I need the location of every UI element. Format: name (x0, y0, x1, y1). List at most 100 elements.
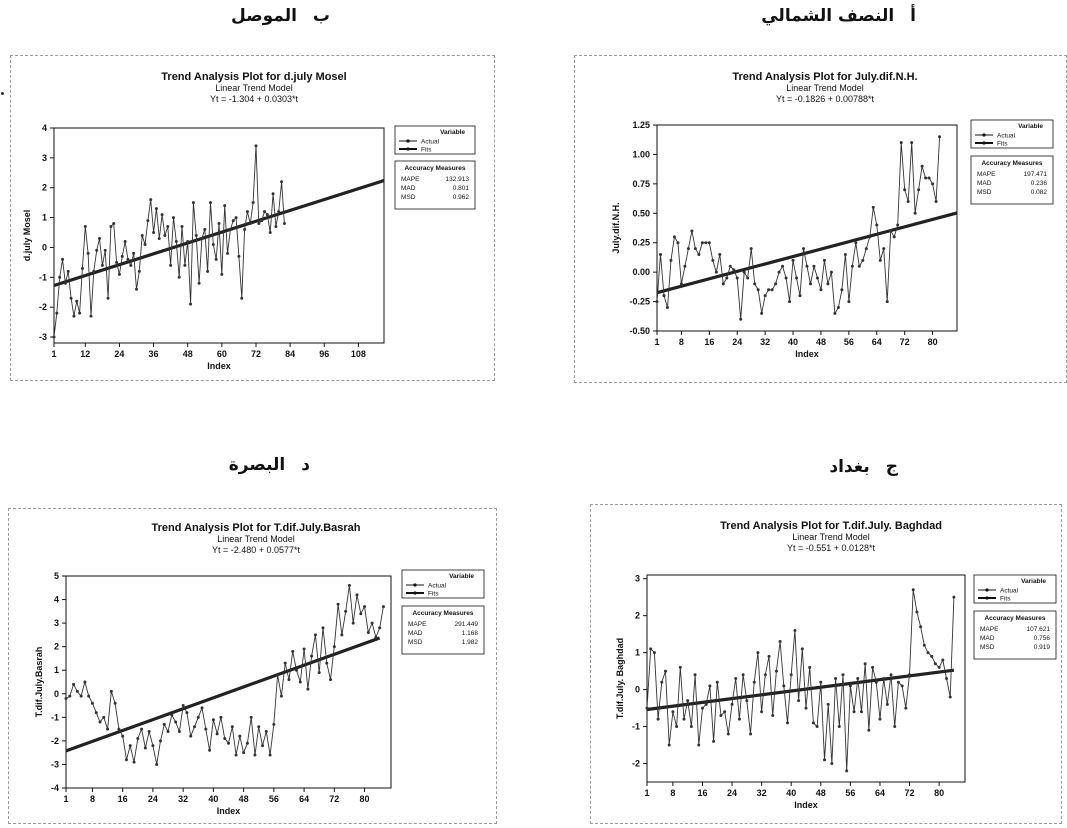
x-tick-label: 80 (934, 788, 944, 798)
actual-data-point (208, 201, 212, 205)
plot-frame (65, 575, 392, 789)
actual-data-point (861, 258, 865, 262)
accuracy-measure-name: MSD (977, 189, 992, 196)
actual-data-point (75, 299, 79, 303)
actual-data-point (679, 282, 683, 286)
actual-data-point (291, 649, 295, 653)
actual-data-point (739, 317, 743, 321)
chart-panel-mosul: Trend Analysis Plot for d.july Mosel Line… (10, 55, 495, 381)
actual-data-point (728, 264, 732, 268)
actual-data-point (836, 305, 840, 309)
actual-data-point (177, 729, 181, 733)
actual-data-point (808, 282, 812, 286)
actual-data-point (271, 192, 275, 196)
actual-data-point (75, 689, 79, 693)
accuracy-box (973, 610, 1057, 660)
chart-equation: Yt = -0.551 + 0.0128*t (787, 543, 876, 553)
actual-data-point (815, 725, 819, 729)
accuracy-title: Accuracy Measures (404, 165, 465, 172)
actual-data-point (102, 715, 106, 719)
actual-data-point (95, 248, 99, 252)
x-tick-label: 56 (269, 794, 279, 804)
actual-data-point (200, 236, 204, 240)
actual-data-point (889, 229, 893, 233)
actual-data-point (317, 671, 321, 675)
y-tick-label: 3 (54, 618, 59, 628)
actual-data-point (147, 729, 151, 733)
accuracy-measure-name: MAPE (408, 621, 427, 628)
actual-data-point (363, 605, 367, 609)
actual-data-point (756, 288, 760, 292)
actual-data-point (374, 635, 378, 639)
chart-equation: Yt = -0.1826 + 0.00788*t (776, 94, 875, 104)
actual-data-point (843, 252, 847, 256)
accuracy-measure-name: MAPE (980, 626, 999, 633)
actual-data-point (725, 276, 729, 280)
actual-data-point (200, 706, 204, 710)
actual-data-point (900, 684, 904, 688)
actual-data-point (192, 725, 196, 729)
actual-data-point (245, 741, 249, 745)
actual-data-point (952, 595, 956, 599)
actual-data-point (265, 213, 269, 217)
legend-title: Variable (1021, 578, 1046, 585)
actual-data-point (186, 239, 190, 243)
actual-data-point (871, 205, 875, 209)
actual-data-point (791, 258, 795, 262)
actual-data-point (230, 725, 234, 729)
y-axis-label: July.dif.N.H. (611, 202, 621, 253)
y-tick-label: -0.50 (629, 326, 650, 336)
actual-data-point (128, 744, 132, 748)
actual-data-point (223, 204, 227, 208)
actual-data-point (63, 281, 67, 285)
actual-data-point (227, 741, 230, 745)
actual-data-point (847, 300, 851, 304)
actual-data-point (243, 228, 247, 232)
actual-data-point (714, 270, 718, 274)
legend-item: Actual (428, 583, 447, 590)
actual-data-point (189, 302, 193, 306)
actual-data-point (913, 211, 917, 215)
accuracy-measure-value: 197.471 (1024, 171, 1048, 178)
actual-data-point (859, 710, 863, 714)
caption-basrah: د البصرة (229, 455, 310, 475)
caption-letter: ب (312, 6, 330, 26)
actual-data-point (660, 680, 664, 684)
x-tick-label: 1 (63, 794, 68, 804)
actual-data-point (160, 213, 164, 217)
actual-data-point (804, 706, 808, 710)
y-tick-label: -2 (51, 736, 59, 746)
chart-title-baghdad: Trend Analysis Plot for T.dif.July. Bagh… (720, 520, 942, 532)
actual-data-point (682, 717, 686, 721)
actual-data-point (166, 225, 170, 229)
x-axis-label: Index (795, 349, 819, 359)
actual-data-point (770, 288, 774, 292)
y-axis-label: T.dif.July.Basrah (34, 647, 44, 718)
actual-data-point (852, 710, 856, 714)
actual-data-point (734, 677, 738, 680)
actual-data-point (922, 643, 926, 647)
y-tick-label: 0 (42, 242, 47, 252)
x-tick-label: 48 (816, 337, 826, 347)
actual-data-point (848, 684, 852, 688)
actual-data-point (115, 260, 119, 264)
actual-data-point (204, 727, 208, 731)
actual-data-point (933, 662, 937, 666)
actual-data-point (143, 242, 147, 246)
x-tick-label: 32 (760, 337, 770, 347)
x-tick-label: 64 (875, 788, 885, 798)
actual-data-point (347, 583, 351, 587)
x-tick-label: 24 (727, 788, 737, 798)
legend-title: Variable (440, 129, 465, 136)
caption-mosul: ب الموصل (231, 6, 330, 26)
x-tick-label: 80 (928, 337, 938, 347)
actual-data-point (366, 631, 370, 635)
y-tick-label: 2 (42, 183, 47, 193)
actual-data-point (140, 727, 144, 731)
actual-data-point (274, 225, 278, 229)
legend-item: Actual (421, 139, 440, 146)
actual-data-point (746, 276, 750, 280)
actual-data-point (260, 219, 264, 223)
chart-equation: Yt = -2.480 + 0.0577*t (212, 545, 301, 555)
actual-data-point (920, 164, 924, 168)
